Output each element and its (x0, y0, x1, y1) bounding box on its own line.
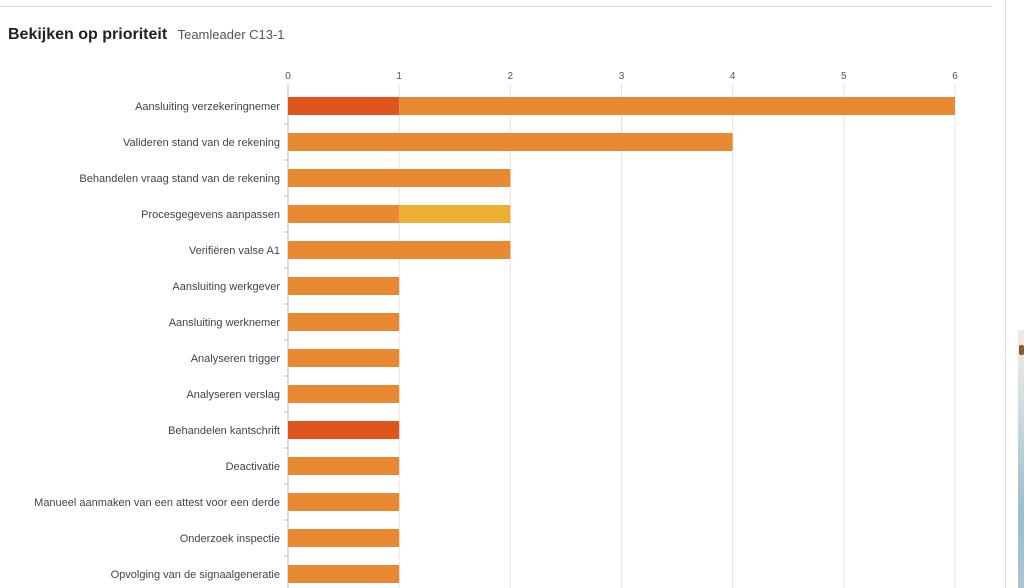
x-tick-label: 2 (508, 71, 514, 82)
x-tick-label: 0 (285, 71, 291, 82)
bar-segment (288, 421, 400, 439)
category-label: Opvolging van de signaalgeneratie (111, 569, 280, 581)
x-tick-label: 6 (952, 71, 958, 82)
bar-segment (288, 493, 400, 511)
bar-segment (288, 349, 400, 367)
category-label: Behandelen vraag stand van de rekening (79, 173, 280, 185)
category-label: Aansluiting verzekeringnemer (135, 101, 280, 113)
category-label: Aansluiting werkgever (172, 281, 280, 293)
category-label: Analyseren trigger (191, 353, 281, 365)
page-subtitle: Teamleader C13-1 (177, 27, 285, 42)
category-label: Procesgegevens aanpassen (141, 209, 280, 221)
bar-segment (288, 565, 400, 583)
category-label: Analyseren verslag (186, 389, 280, 401)
category-label: Valideren stand van de rekening (123, 137, 280, 149)
vertical-divider (1005, 0, 1006, 588)
bar-segment (288, 97, 400, 115)
category-label: Behandelen kantschrift (168, 425, 280, 437)
bar-segment (288, 241, 511, 259)
category-label: Verifiëren valse A1 (189, 245, 280, 257)
bar-segment (288, 385, 400, 403)
bar-segment (288, 277, 400, 295)
x-tick-label: 5 (841, 71, 847, 82)
bar-segment (399, 97, 956, 115)
category-label: Onderzoek inspectie (180, 533, 280, 545)
bar-segment (288, 133, 733, 151)
category-label: Manueel aanmaken van een attest voor een… (34, 497, 280, 509)
top-divider (0, 6, 992, 7)
bar-segment (399, 205, 511, 223)
x-tick-label: 3 (619, 71, 625, 82)
chart-header: Bekijken op prioriteit Teamleader C13-1 (8, 26, 285, 44)
bar-segment (288, 205, 400, 223)
bar-segment (288, 169, 511, 187)
x-tick-label: 4 (730, 71, 736, 82)
priority-bar-chart: 0 1 2 3 4 5 6 Aansluiting verzekeringnemer Valid… (34, 71, 958, 588)
category-label: Aansluiting werknemer (169, 317, 281, 329)
bar-segment (288, 313, 400, 331)
bar-segment (288, 457, 400, 475)
bar-segment (288, 529, 400, 547)
page-title: Bekijken op prioriteit (8, 26, 168, 43)
category-label: Deactivatie (226, 461, 280, 473)
background-image-detail (1019, 345, 1024, 355)
x-tick-label: 1 (396, 71, 402, 82)
background-image-strip (1018, 330, 1024, 588)
